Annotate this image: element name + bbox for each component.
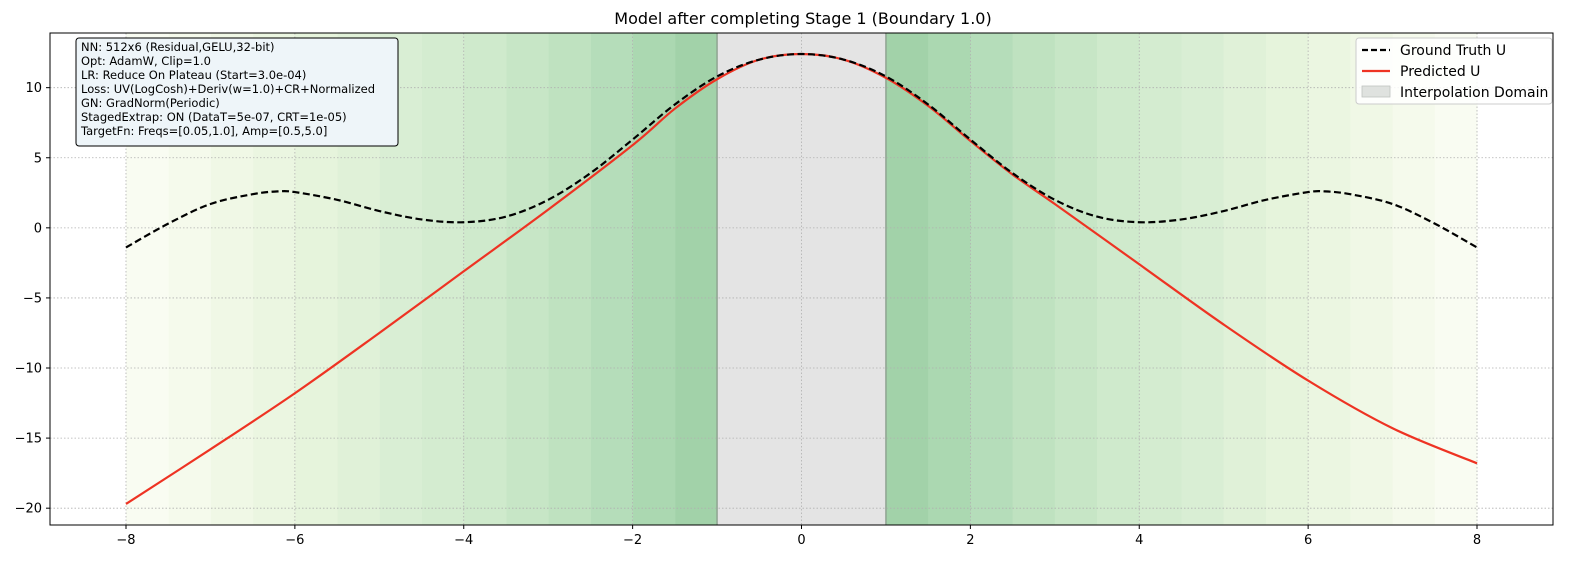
y-tick-label: 0 — [34, 221, 42, 236]
y-tick-label: −10 — [15, 362, 42, 377]
grid — [50, 33, 1553, 525]
x-tick-label: −8 — [116, 533, 135, 548]
legend-frame — [1355, 37, 1553, 105]
info-line: GN: GradNorm(Periodic) — [81, 96, 220, 110]
info-line: Opt: AdamW, Clip=1.0 — [81, 54, 211, 68]
x-tick-label: −2 — [623, 533, 642, 548]
y-tick-label: 10 — [25, 81, 42, 96]
series-lines — [125, 52, 1478, 505]
info-box: NN: 512x6 (Residual,GELU,32-bit) Opt: Ad… — [75, 37, 399, 147]
stage-band — [421, 33, 465, 525]
x-axis-ticks: −8 −6 −4 −2 0 2 4 6 8 — [116, 525, 1481, 548]
stage-band — [1308, 33, 1351, 525]
legend-interpolation-swatch — [1361, 85, 1391, 98]
x-tick-label: −6 — [285, 533, 304, 548]
x-tick-label: 4 — [1135, 533, 1143, 548]
y-tick-label: −20 — [15, 502, 42, 517]
x-tick-label: 0 — [797, 533, 805, 548]
y-tick-label: −15 — [15, 432, 42, 447]
info-line: Loss: UV(LogCosh)+Deriv(w=1.0)+CR+Normal… — [81, 82, 375, 96]
stage-band — [632, 33, 676, 525]
x-tick-label: 6 — [1304, 533, 1312, 548]
stage-band — [1350, 33, 1394, 525]
x-tick-label: 2 — [966, 533, 974, 548]
x-tick-label: −4 — [454, 533, 473, 548]
stage-band — [463, 33, 507, 525]
info-line: TargetFn: Freqs=[0.05,1.0], Amp=[0.5,5.0… — [80, 124, 327, 138]
stage-band — [970, 33, 1014, 525]
stage-band — [674, 33, 718, 525]
stage-band — [1223, 33, 1267, 525]
info-line: LR: Reduce On Plateau (Start=3.0e-04) — [81, 68, 306, 82]
info-line: StagedExtrap: ON (DataT=5e-07, CRT=1e-05… — [81, 110, 347, 124]
stage-band — [1434, 33, 1478, 525]
stage-band — [928, 33, 971, 525]
stage-band — [1181, 33, 1225, 525]
y-tick-label: −5 — [23, 291, 42, 306]
stage-band — [1054, 33, 1098, 525]
stage-band — [548, 33, 591, 525]
stage-band — [1097, 33, 1140, 525]
x-tick-label: 8 — [1473, 533, 1481, 548]
legend-interpolation-label: Interpolation Domain — [1400, 85, 1548, 101]
y-axis-ticks: −20 −15 −10 −5 0 5 10 — [15, 81, 50, 517]
stage-band — [1012, 33, 1056, 525]
chart-title: Model after completing Stage 1 (Boundary… — [614, 9, 991, 28]
y-tick-label: 5 — [34, 151, 42, 166]
info-line: NN: 512x6 (Residual,GELU,32-bit) — [81, 40, 275, 54]
stage-band — [1392, 33, 1436, 525]
stage-band — [885, 33, 929, 525]
stage-band — [505, 33, 549, 525]
legend: Ground Truth U Predicted U Interpolation… — [1355, 37, 1553, 105]
series-ground-truth-u — [125, 52, 1478, 249]
legend-ground-truth-label: Ground Truth U — [1400, 43, 1506, 59]
stage-band — [590, 33, 634, 525]
legend-predicted-label: Predicted U — [1400, 64, 1480, 80]
stage-band — [1265, 33, 1309, 525]
info-box-frame — [75, 37, 399, 147]
